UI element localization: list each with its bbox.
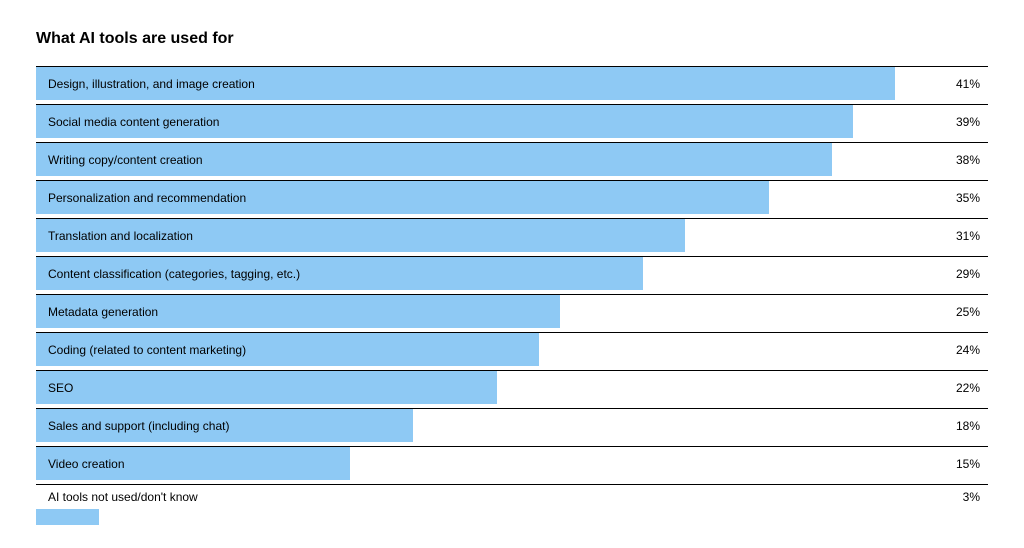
bar-label: Coding (related to content marketing)	[48, 333, 246, 366]
bar-label: Content classification (categories, tagg…	[48, 257, 300, 290]
chart-row: Video creation 15%	[36, 446, 988, 480]
bar-value: 15%	[956, 447, 980, 480]
bar-value: 3%	[963, 485, 980, 509]
bar-label: SEO	[48, 371, 73, 404]
bar-label: Design, illustration, and image creation	[48, 67, 255, 100]
chart-row: Metadata generation 25%	[36, 294, 988, 328]
bar-label: Personalization and recommendation	[48, 181, 246, 214]
bar-value: 39%	[956, 105, 980, 138]
chart-row: Coding (related to content marketing) 24%	[36, 332, 988, 366]
bar-value: 41%	[956, 67, 980, 100]
chart-bar	[36, 371, 497, 404]
chart-bar	[36, 509, 99, 525]
bar-value: 35%	[956, 181, 980, 214]
bar-value: 29%	[956, 257, 980, 290]
bar-label: Sales and support (including chat)	[48, 409, 229, 442]
bar-label: Metadata generation	[48, 295, 158, 328]
bar-label: Video creation	[48, 447, 125, 480]
bar-value: 25%	[956, 295, 980, 328]
chart-row: Translation and localization 31%	[36, 218, 988, 252]
chart-bars: Design, illustration, and image creation…	[36, 66, 988, 528]
bar-label: Translation and localization	[48, 219, 193, 252]
bar-chart: What AI tools are used for Design, illus…	[0, 0, 1024, 548]
chart-row: SEO 22%	[36, 370, 988, 404]
bar-value: 24%	[956, 333, 980, 366]
chart-row: Content classification (categories, tagg…	[36, 256, 988, 290]
chart-row: Writing copy/content creation 38%	[36, 142, 988, 176]
chart-row: AI tools not used/don't know 3%	[36, 484, 988, 528]
bar-value: 18%	[956, 409, 980, 442]
bar-label: AI tools not used/don't know	[48, 485, 198, 509]
chart-title: What AI tools are used for	[36, 30, 988, 48]
chart-row: Sales and support (including chat) 18%	[36, 408, 988, 442]
chart-row: Personalization and recommendation 35%	[36, 180, 988, 214]
bar-label: Writing copy/content creation	[48, 143, 203, 176]
bar-value: 38%	[956, 143, 980, 176]
bar-value: 31%	[956, 219, 980, 252]
bar-value: 22%	[956, 371, 980, 404]
bar-label: Social media content generation	[48, 105, 219, 138]
chart-row: Design, illustration, and image creation…	[36, 66, 988, 100]
chart-row: Social media content generation 39%	[36, 104, 988, 138]
